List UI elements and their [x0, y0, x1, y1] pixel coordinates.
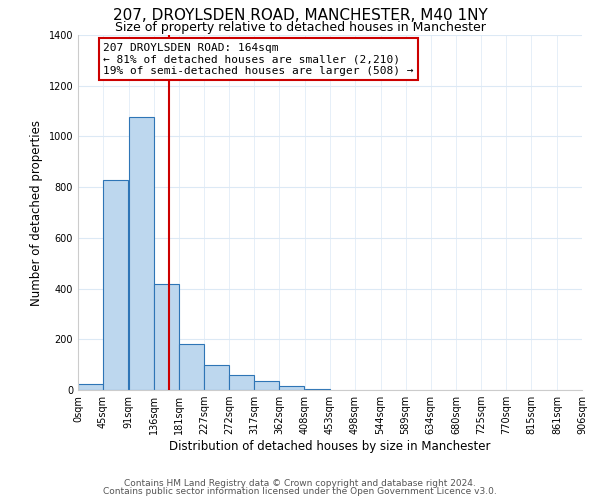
Bar	[229, 376, 254, 390]
Bar	[103, 180, 128, 390]
Bar	[305, 388, 330, 390]
Text: 207, DROYLSDEN ROAD, MANCHESTER, M40 1NY: 207, DROYLSDEN ROAD, MANCHESTER, M40 1NY	[113, 8, 487, 22]
Bar	[78, 384, 103, 390]
Text: 207 DROYLSDEN ROAD: 164sqm
← 81% of detached houses are smaller (2,210)
19% of s: 207 DROYLSDEN ROAD: 164sqm ← 81% of deta…	[103, 42, 413, 76]
Bar	[128, 118, 154, 390]
X-axis label: Distribution of detached houses by size in Manchester: Distribution of detached houses by size …	[169, 440, 491, 453]
Bar	[179, 344, 204, 390]
Text: Contains HM Land Registry data © Crown copyright and database right 2024.: Contains HM Land Registry data © Crown c…	[124, 478, 476, 488]
Text: Contains public sector information licensed under the Open Government Licence v3: Contains public sector information licen…	[103, 487, 497, 496]
Bar	[280, 386, 304, 390]
Bar	[154, 284, 179, 390]
Bar	[254, 381, 280, 390]
Text: Size of property relative to detached houses in Manchester: Size of property relative to detached ho…	[115, 22, 485, 35]
Y-axis label: Number of detached properties: Number of detached properties	[30, 120, 43, 306]
Bar	[204, 364, 229, 390]
